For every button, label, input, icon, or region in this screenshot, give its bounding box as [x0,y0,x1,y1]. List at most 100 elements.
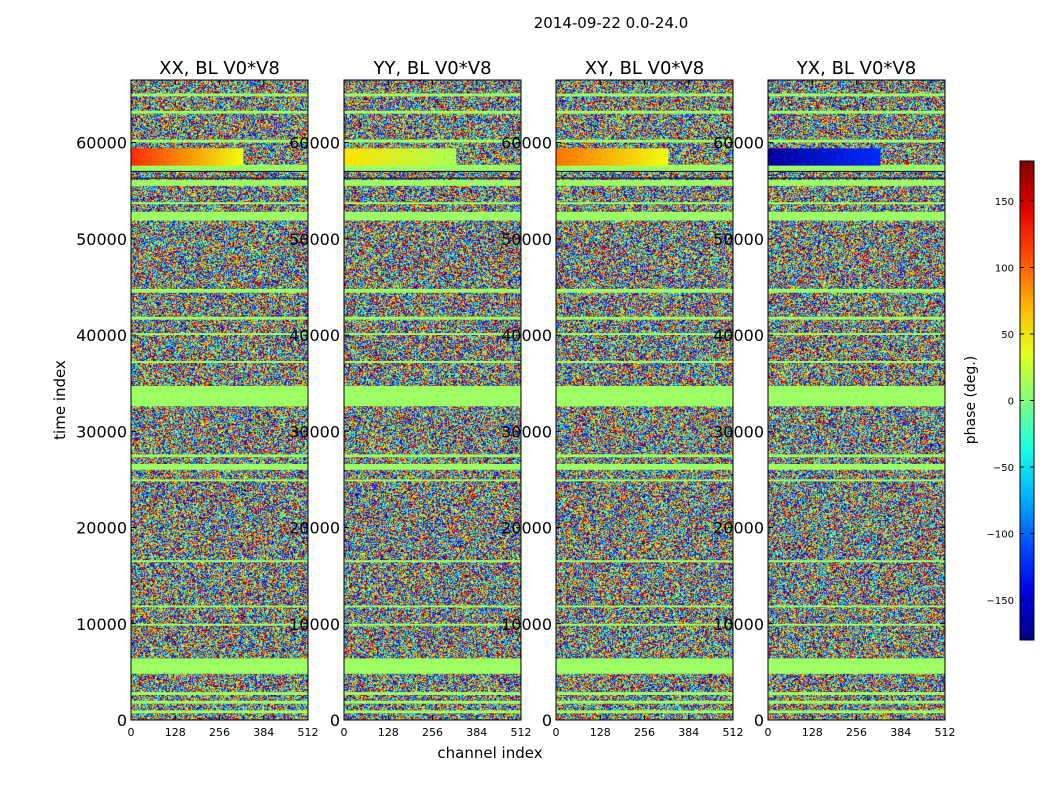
panel-0: XX, BL V0*V8 0 128 256 384 512 0 10000 20000 3000… [76,58,318,739]
panel-1-xtick-label-0: 0 [341,726,348,739]
panel-3-xtick-label-2: 256 [846,726,867,739]
panel-3-ytick-label-2: 20000 [713,519,764,538]
panel-1-title: YY, BL V0*V8 [372,58,491,79]
panel-0-xtick-label-2: 256 [209,726,230,739]
colorbar: −150 −100 −50 0 50 100 150 phase (deg.) [963,160,1035,641]
panel-2-xtick-label-4: 512 [723,726,744,739]
panel-2-ytick-label-5: 50000 [501,230,552,249]
colorbar-tick-label-1: −100 [987,530,1014,541]
panel-2-flagged-row-19 [556,139,733,143]
panel-1-ytick-label-1: 10000 [289,615,340,634]
panel-3-xtick-label-3: 384 [890,726,911,739]
panel-0-ytick-label-0: 0 [117,711,127,730]
panel-2-flagged-row-2 [556,692,733,695]
panel-0-flagged-row-20 [131,110,308,114]
panel-2-flagged-row-10 [556,386,733,407]
panel-0-flagged-row-9 [131,454,308,458]
x-axis-label: channel index [437,744,542,762]
panel-1-flagged-row-11 [344,361,521,363]
panel-2-xtick-label-2: 256 [634,726,655,739]
panel-2-xtick-label-3: 384 [678,726,699,739]
panel-2-ytick-label-3: 30000 [501,422,552,441]
panel-0-flagged-row-13 [131,316,308,320]
panel-1-flagged-row-1 [344,700,521,704]
panel-2-flagged-row-3 [556,658,733,674]
panel-2-ytick-label-2: 20000 [501,519,552,538]
panel-2-flagged-row-6 [556,560,733,563]
panel-0-flagged-row-18 [131,164,308,172]
colorbar-tick-label-4: 50 [1001,330,1014,341]
panel-3-flagged-row-20 [768,110,945,114]
panel-1-ytick-label-0: 0 [330,711,340,730]
panel-2-flagged-row-15 [556,211,733,221]
panel-3-flagged-row-17 [768,180,945,186]
panel-3-flagged-row-3 [768,658,945,674]
panel-3-ytick-label-5: 50000 [713,230,764,249]
colorbar-tick-label-2: −50 [993,463,1014,474]
panel-3-xtick-label-0: 0 [765,726,772,739]
panel-2-flagged-row-16 [556,202,733,205]
panel-1-xtick-label-2: 256 [422,726,443,739]
panel-1-flagged-row-3 [344,658,521,674]
panel-0-flagged-row-14 [131,288,308,293]
panel-3-ytick-label-1: 10000 [713,615,764,634]
panel-3-flagged-row-2 [768,692,945,695]
panel-0-title: XX, BL V0*V8 [159,58,280,79]
panel-3-xtick-label-4: 512 [935,726,956,739]
panel-2-flagged-row-12 [556,333,733,336]
panel-1: YY, BL V0*V8 0 128 256 384 512 0 10000 20000 3000… [289,58,531,739]
panel-0-flagged-row-7 [131,479,308,482]
panel-1-ytick-label-3: 30000 [289,422,340,441]
panel-1-flagged-row-12 [344,333,521,336]
panel-1-ytick-label-6: 60000 [289,134,340,153]
panel-0-band [131,148,244,166]
panel-0-xtick-label-3: 384 [253,726,274,739]
panel-3-flagged-row-0 [768,710,945,714]
y-axis-label: time index [51,360,69,440]
panel-2-flagged-row-13 [556,316,733,320]
panels-group: XX, BL V0*V8 0 128 256 384 512 0 10000 20000 3000… [76,58,955,739]
panel-0-flagged-row-17 [131,180,308,186]
panel-2-flagged-row-7 [556,479,733,482]
panel-0-ytick-label-1: 10000 [76,615,127,634]
panel-3-ytick-label-6: 60000 [713,134,764,153]
panel-2-flagged-row-5 [556,605,733,608]
panel-3-flagged-row-21 [768,93,945,97]
panel-1-flagged-row-5 [344,605,521,608]
panel-0-ytick-label-4: 40000 [76,326,127,345]
panel-1-flagged-row-20 [344,110,521,114]
panel-3-ytick-label-3: 30000 [713,422,764,441]
panel-0-flagged-row-10 [131,386,308,407]
panel-0-flagged-row-1 [131,700,308,704]
panel-3-ytick-label-4: 40000 [713,326,764,345]
colorbar-label: phase (deg.) [963,356,979,444]
panel-0-ytick-label-5: 50000 [76,230,127,249]
panel-1-flagged-row-2 [344,692,521,695]
panel-1-flagged-row-14 [344,288,521,293]
panel-0-ytick-label-6: 60000 [76,134,127,153]
panel-1-flagged-row-7 [344,479,521,482]
panel-1-ytick-label-2: 20000 [289,519,340,538]
panel-3-flagged-row-9 [768,454,945,458]
panel-1-xtick-label-3: 384 [466,726,487,739]
panel-2-flagged-row-14 [556,288,733,293]
panel-0-flagged-row-21 [131,93,308,97]
panel-1-flagged-row-15 [344,211,521,221]
panel-0-ytick-label-2: 20000 [76,519,127,538]
panel-1-flagged-row-16 [344,202,521,205]
panel-3-band [768,148,881,166]
panel-3-flagged-row-7 [768,479,945,482]
panel-2-flagged-row-17 [556,180,733,186]
panel-2-flagged-row-18 [556,164,733,172]
panel-2-ytick-label-0: 0 [542,711,552,730]
colorbar-tick-label-0: −150 [987,596,1014,607]
panel-1-flagged-row-4 [344,623,521,626]
panel-0-xtick-label-0: 0 [128,726,135,739]
panel-0-flagged-row-4 [131,623,308,626]
panel-0-xtick-label-1: 128 [165,726,186,739]
panel-2-band [556,148,669,166]
panel-1-xtick-label-1: 128 [378,726,399,739]
colorbar-tick-label-5: 100 [995,263,1014,274]
panel-3-flagged-row-12 [768,333,945,336]
